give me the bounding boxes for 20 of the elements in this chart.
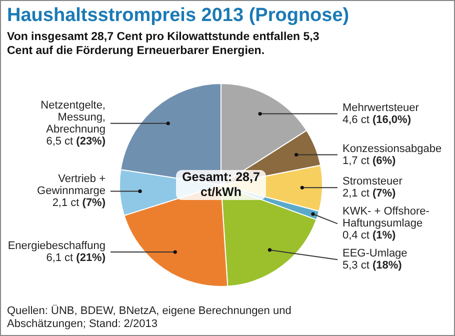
data-label: 2,1 ct (7%)	[52, 197, 106, 210]
data-label: 2,1 ct (7%)	[342, 188, 396, 200]
chart-subtitle: Von insgesamt 28,7 Cent pro Kilowattstunde entfallen 5,3 Cent auf die Förderung Erneuerbarer Energien.	[7, 30, 320, 58]
slice-label: EEG-Umlage	[342, 248, 408, 260]
data-label: 5,3 ct (18%)	[342, 260, 402, 272]
slice-label: Netzentgelte, Messung, Abrechnung	[40, 99, 106, 136]
source-note: Quellen: ÜNB, BDEW, BNetzA, eigene Berechnungen und Abschätzungen; Stand: 2/2013	[7, 305, 292, 331]
data-label: 1,7 ct (6%)	[342, 154, 396, 167]
slice-label: Konzessionsabgabe	[342, 142, 442, 155]
chart-title: Haushaltsstrompreis 2013 (Prognose)	[7, 5, 350, 27]
text: Gesamt: 28,7 ct/kWh	[176, 170, 266, 200]
slice-label: KWK- + Offshore-Haftungsumlage	[342, 206, 430, 230]
slice-label: Mehrwertsteuer	[342, 102, 420, 114]
slice-label: Energiebeschaffung	[8, 240, 106, 252]
data-label: 6,5 ct (23%)	[46, 135, 106, 148]
slice-label: Stromsteuer	[342, 176, 403, 188]
data-label: 6,1 ct (21%)	[46, 252, 106, 264]
data-label: 0,4 ct (1%)	[342, 230, 396, 242]
slice-label: Vertrieb + Gewinnmarge	[37, 173, 106, 198]
data-label: 4,6 ct (16,0%)	[342, 114, 412, 126]
